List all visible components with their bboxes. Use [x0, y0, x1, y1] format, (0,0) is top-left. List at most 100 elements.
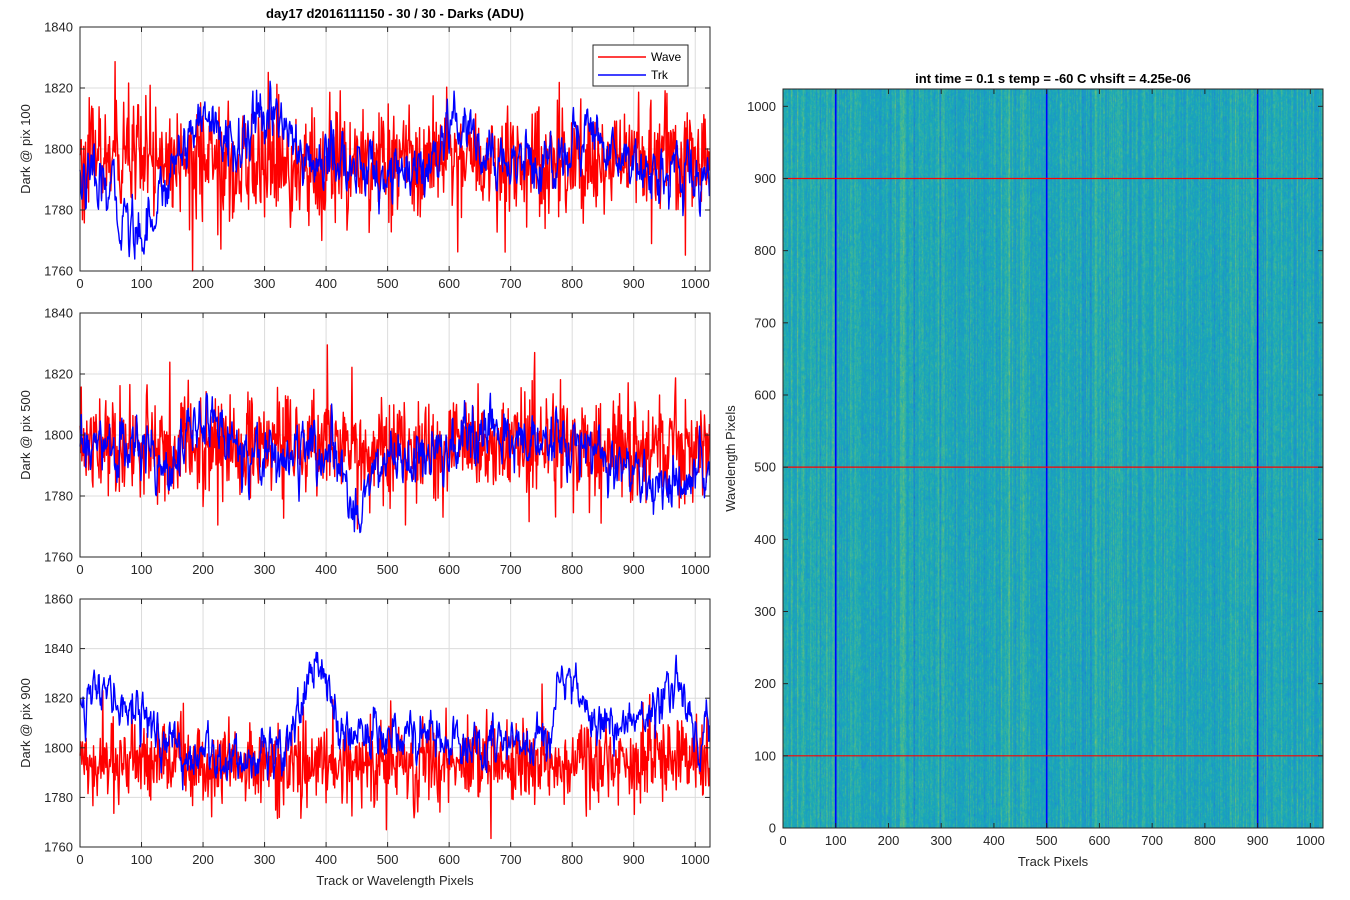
- tick-group: 0 100 200 300 400 500 600 700 800 900 1000 0 100 200 3…: [747, 89, 1325, 848]
- y-tick-label: 1820: [44, 367, 73, 382]
- series-line-trk: [79, 651, 711, 791]
- y-axis-label: Wavelength Pixels: [723, 405, 738, 512]
- x-tick-label: 100: [825, 833, 847, 848]
- y-axis-label: Dark @ pix 100: [18, 104, 33, 194]
- x-tick-label: 1000: [681, 852, 710, 867]
- x-tick-label: 700: [500, 276, 522, 291]
- y-tick-label: 100: [754, 748, 776, 763]
- axes-frame: [79, 598, 711, 848]
- series-line-trk: [79, 392, 711, 534]
- x-tick-label: 0: [779, 833, 786, 848]
- tick-group: 0 100 200 300 400 500 600 700 800 900 1000 1760 1780…: [44, 306, 710, 577]
- x-axis-label: Track Pixels: [1018, 854, 1089, 869]
- x-tick-label: 100: [131, 852, 153, 867]
- y-tick-label: 1760: [44, 550, 73, 565]
- x-tick-label: 600: [1089, 833, 1111, 848]
- x-tick-label: 200: [192, 562, 214, 577]
- y-axis-label: Dark @ pix 900: [18, 678, 33, 768]
- x-tick-label: 400: [315, 852, 337, 867]
- x-tick-label: 800: [1194, 833, 1216, 848]
- x-tick-label: 200: [192, 276, 214, 291]
- heatmap-panel: 0 100 200 300 400 500 600 700 800 900 1000 0 100 200 3…: [723, 71, 1325, 869]
- y-tick-label: 1800: [44, 428, 73, 443]
- x-tick-label: 800: [561, 276, 583, 291]
- x-tick-label: 400: [315, 276, 337, 291]
- x-tick-label: 600: [438, 276, 460, 291]
- series-line-trk: [79, 80, 711, 260]
- x-tick-label: 900: [623, 562, 645, 577]
- legend-label-wave: Wave: [651, 50, 682, 64]
- x-tick-label: 500: [377, 276, 399, 291]
- y-tick-label: 400: [754, 532, 776, 547]
- series-group: [79, 60, 711, 272]
- series-group: [79, 651, 711, 840]
- x-tick-label: 1000: [681, 276, 710, 291]
- x-tick-label: 400: [983, 833, 1005, 848]
- y-tick-label: 700: [754, 315, 776, 330]
- x-tick-label: 200: [878, 833, 900, 848]
- x-tick-label: 900: [623, 276, 645, 291]
- y-tick-label: 1780: [44, 203, 73, 218]
- y-tick-label: 500: [754, 460, 776, 475]
- y-tick-label: 1800: [44, 142, 73, 157]
- x-tick-label: 100: [131, 276, 153, 291]
- x-tick-label: 300: [254, 852, 276, 867]
- x-tick-label: 0: [76, 276, 83, 291]
- line-panel-pix-100: 0 100 200 300 400 500 600 700 800 900 1000 1760 1780…: [18, 20, 711, 291]
- heatmap-title: int time = 0.1 s temp = -60 C vhsift = 4…: [915, 71, 1191, 86]
- x-tick-label: 500: [1036, 833, 1058, 848]
- x-tick-label: 500: [377, 852, 399, 867]
- x-tick-label: 800: [561, 852, 583, 867]
- x-tick-label: 200: [192, 852, 214, 867]
- y-tick-label: 300: [754, 604, 776, 619]
- y-tick-label: 900: [754, 171, 776, 186]
- x-tick-label: 100: [131, 562, 153, 577]
- y-tick-label: 1840: [44, 641, 73, 656]
- legend-box: [592, 44, 689, 87]
- x-tick-label: 600: [438, 852, 460, 867]
- x-tick-label: 1000: [1296, 833, 1325, 848]
- x-tick-label: 0: [76, 562, 83, 577]
- tick-group: 0 100 200 300 400 500 600 700 800 900 1000 1760 1780…: [44, 592, 710, 867]
- x-tick-label: 1000: [681, 562, 710, 577]
- x-tick-label: 500: [377, 562, 399, 577]
- y-tick-label: 1840: [44, 20, 73, 35]
- x-tick-label: 300: [254, 562, 276, 577]
- x-tick-label: 400: [315, 562, 337, 577]
- y-tick-label: 1760: [44, 840, 73, 855]
- x-tick-label: 300: [254, 276, 276, 291]
- series-line-wave: [79, 344, 711, 530]
- x-tick-label: 700: [1141, 833, 1163, 848]
- y-tick-label: 1760: [44, 264, 73, 279]
- x-tick-label: 900: [1247, 833, 1269, 848]
- y-tick-label: 1860: [44, 592, 73, 607]
- y-tick-label: 600: [754, 387, 776, 402]
- y-tick-label: 1780: [44, 790, 73, 805]
- legend: Wave Trk: [592, 44, 689, 87]
- y-tick-label: 1820: [44, 691, 73, 706]
- y-tick-label: 800: [754, 243, 776, 258]
- y-tick-label: 200: [754, 676, 776, 691]
- axes-frame: [782, 88, 1324, 829]
- x-axis-label: Track or Wavelength Pixels: [316, 873, 474, 888]
- y-tick-label: 1000: [747, 99, 776, 114]
- y-axis-label: Dark @ pix 500: [18, 390, 33, 480]
- legend-label-trk: Trk: [651, 68, 669, 82]
- series-group: [79, 344, 711, 534]
- tick-group: 0 100 200 300 400 500 600 700 800 900 1000 1760 1780…: [44, 20, 710, 291]
- series-line-wave: [79, 683, 711, 840]
- x-tick-label: 300: [930, 833, 952, 848]
- x-tick-label: 700: [500, 852, 522, 867]
- line-panel-pix-500: 0 100 200 300 400 500 600 700 800 900 1000 1760 1780…: [18, 306, 711, 577]
- y-tick-label: 1820: [44, 81, 73, 96]
- figure-title: day17 d2016111150 - 30 / 30 - Darks (ADU…: [266, 6, 524, 21]
- y-tick-label: 1840: [44, 306, 73, 321]
- marker-lines: [783, 89, 1323, 828]
- x-tick-label: 900: [623, 852, 645, 867]
- y-tick-label: 1800: [44, 740, 73, 755]
- x-tick-label: 600: [438, 562, 460, 577]
- y-tick-label: 0: [769, 821, 776, 836]
- heatmap-image: [783, 89, 1323, 828]
- x-tick-label: 700: [500, 562, 522, 577]
